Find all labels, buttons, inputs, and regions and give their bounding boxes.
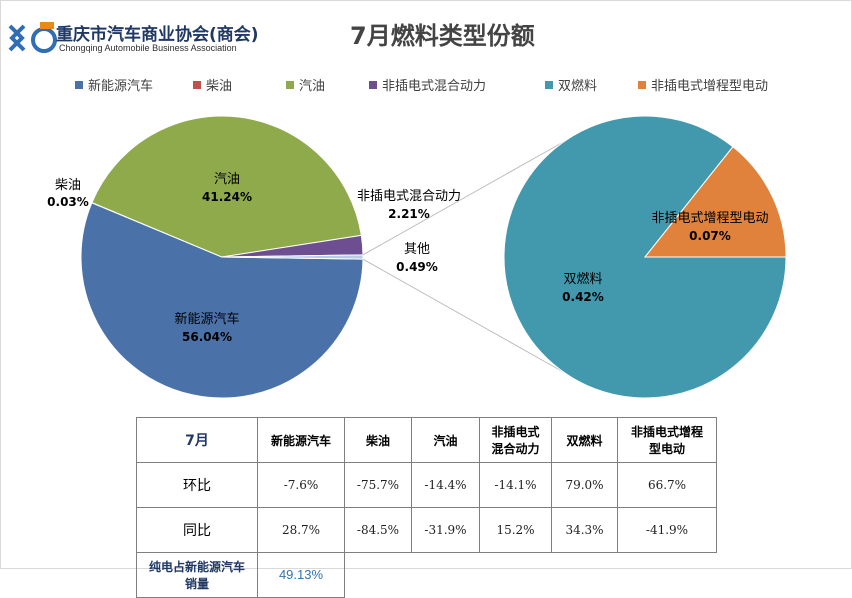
- data-label-other-value: 0.49%: [396, 260, 438, 274]
- legend-item-dual-fuel: 双燃料: [545, 75, 597, 94]
- fuel-share-pie-chart: 汽油 41.24% 新能源汽车 56.04% 柴油 0.03% 非插电式混合动力…: [47, 115, 787, 399]
- logo-mark-icon: [8, 22, 57, 53]
- pie-connector-lines: [362, 141, 565, 373]
- table-row-label: 环比: [136, 462, 258, 508]
- table-cell: 15.2%: [479, 507, 552, 553]
- data-label-dual-fuel-value: 0.42%: [562, 290, 604, 304]
- table-cell: -75.7%: [344, 462, 412, 508]
- data-label-hybrid-value: 2.21%: [388, 207, 430, 221]
- page-title: 7月燃料类型份额: [350, 22, 535, 50]
- table-footer-label: 纯电占新能源汽车 销量: [136, 552, 258, 598]
- data-label-nev-name: 新能源汽车: [174, 311, 239, 327]
- connector-line-bottom: [362, 258, 565, 373]
- table-cell: -14.4%: [411, 462, 480, 508]
- data-label-other-name: 其他: [404, 242, 430, 257]
- main-pie-slice-2: [91, 115, 362, 258]
- table-header-cell: 7月: [136, 417, 258, 463]
- legend-item-range-extended: 非插电式增程型电动: [638, 75, 768, 94]
- table-cell: -84.5%: [344, 507, 412, 553]
- legend-item-gasoline: 汽油: [286, 75, 325, 94]
- main-pie-slice-4: [221, 254, 364, 260]
- table-header-cell: 柴油: [344, 417, 412, 463]
- table-header-cell: 汽油: [411, 417, 480, 463]
- data-label-range-extended-value: 0.07%: [689, 229, 731, 243]
- data-label-range-extended-name: 非插电式增程型电动: [651, 211, 768, 226]
- legend-item-nev: 新能源汽车: [75, 75, 153, 94]
- logo-main-text: 重庆市汽车商业协会(商会): [56, 25, 259, 45]
- legend-item-hybrid: 非插电式混合动力: [369, 75, 486, 94]
- data-label-dual-fuel-name: 双燃料: [563, 271, 602, 287]
- legend-swatch: [193, 80, 201, 89]
- data-label-gasoline-name: 汽油: [214, 172, 240, 187]
- data-label-diesel-name: 柴油: [55, 178, 81, 193]
- table-cell: -31.9%: [411, 507, 480, 553]
- data-label-diesel-value: 0.03%: [47, 195, 89, 209]
- secondary-pie: [503, 115, 787, 399]
- table-header-row: 7月 新能源汽车 柴油 汽油 非插电式 混合动力 双燃料 非插电式增程 型电动: [136, 417, 717, 463]
- legend-label: 非插电式增程型电动: [651, 79, 769, 94]
- main-pie-slice-0: [80, 202, 364, 399]
- table-empty-area: [345, 553, 717, 598]
- table-row: 同比 28.7% -84.5% -31.9% 15.2% 34.3% -41.9…: [136, 507, 717, 553]
- legend-label: 汽油: [299, 79, 326, 94]
- chart-legend: 新能源汽车 柴油 汽油 非插电式混合动力 双燃料 非插电式增程型电动: [75, 75, 835, 97]
- legend-swatch: [286, 80, 294, 89]
- table-cell: -14.1%: [479, 462, 552, 508]
- data-label-hybrid-name: 非插电式混合动力: [357, 189, 461, 204]
- logo-sub-text: Chongqing Automobile Business Associatio…: [59, 43, 237, 53]
- legend-label: 双燃料: [558, 79, 598, 94]
- yoy-mom-table: 7月 新能源汽车 柴油 汽油 非插电式 混合动力 双燃料 非插电式增程 型电动 环比…: [136, 417, 717, 598]
- table-footer-value: 49.13%: [257, 552, 345, 598]
- legend-swatch: [638, 80, 646, 89]
- table-footer-row: 纯电占新能源汽车 销量 49.13%: [136, 552, 717, 598]
- legend-swatch: [545, 80, 553, 89]
- legend-label: 非插电式混合动力: [382, 79, 487, 94]
- table-cell: 34.3%: [551, 507, 618, 553]
- data-label-gasoline-value: 41.24%: [202, 190, 252, 204]
- association-logo: 重庆市汽车商业协会(商会) Chongqing Automobile Busin…: [4, 18, 304, 64]
- legend-label: 新能源汽车: [88, 79, 154, 94]
- table-cell: -7.6%: [257, 462, 345, 508]
- table-header-cell: 双燃料: [551, 417, 618, 463]
- legend-item-diesel: 柴油: [193, 75, 232, 94]
- legend-label: 柴油: [206, 79, 233, 94]
- table-cell: 79.0%: [551, 462, 618, 508]
- table-header-cell: 非插电式 混合动力: [479, 417, 552, 463]
- main-pie: [80, 115, 364, 399]
- data-label-nev-value: 56.04%: [182, 330, 232, 344]
- legend-swatch: [75, 80, 83, 89]
- table-row: 环比 -7.6% -75.7% -14.4% -14.1% 79.0% 66.7…: [136, 462, 717, 508]
- connector-line-top: [362, 141, 565, 256]
- table-cell: 28.7%: [257, 507, 345, 553]
- table-row-label: 同比: [136, 507, 258, 553]
- table-cell: 66.7%: [617, 462, 717, 508]
- secondary-pie-slice-1: [643, 146, 787, 258]
- table-header-cell: 非插电式增程 型电动: [617, 417, 717, 463]
- legend-swatch: [369, 80, 377, 89]
- table-header-cell: 新能源汽车: [257, 417, 345, 463]
- table-cell: -41.9%: [617, 507, 717, 553]
